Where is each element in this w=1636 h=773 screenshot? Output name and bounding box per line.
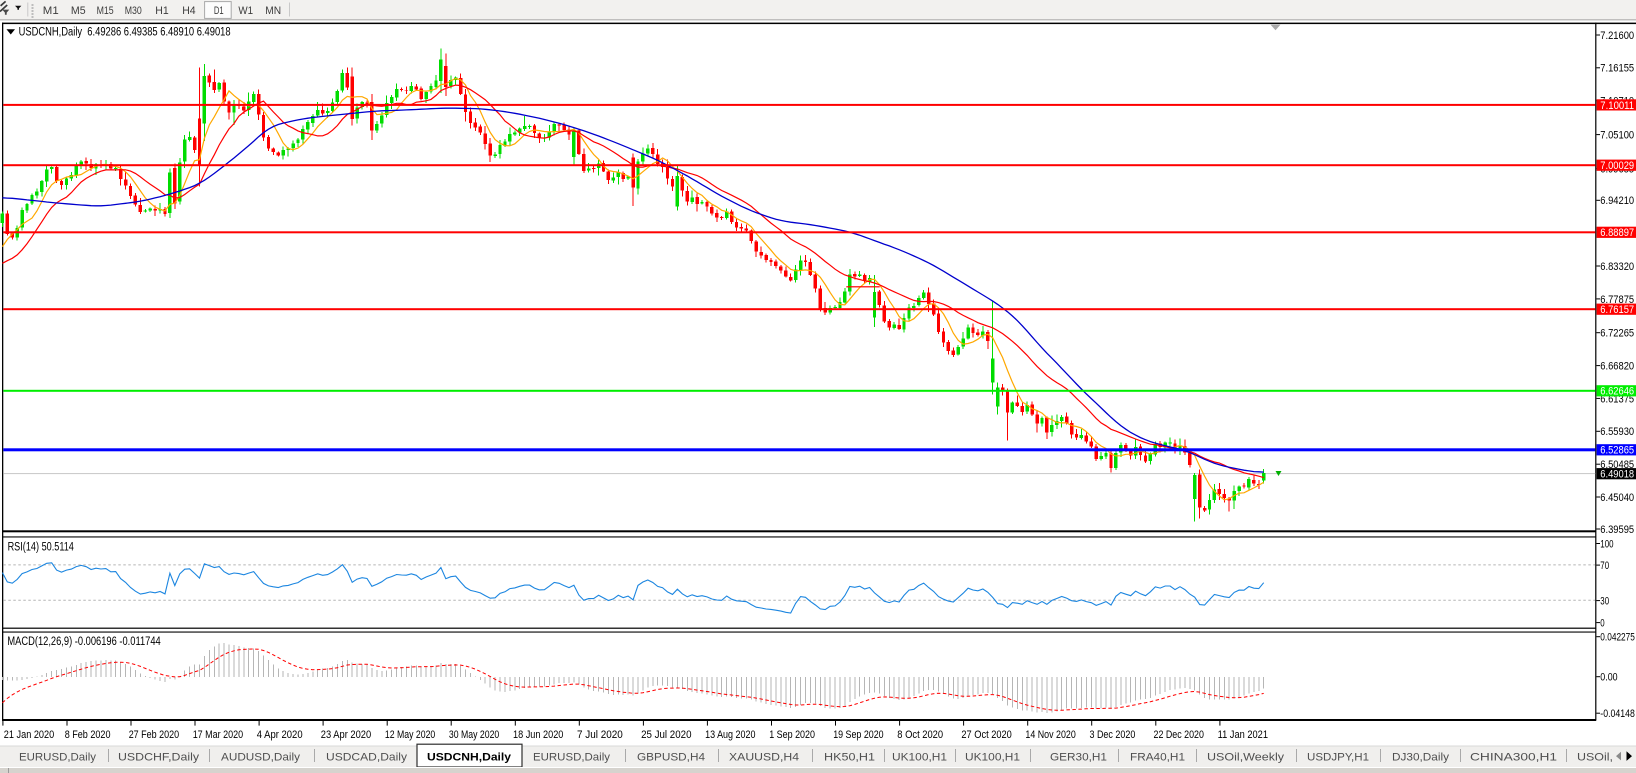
svg-text:0: 0	[1600, 617, 1604, 629]
svg-text:M30: M30	[125, 5, 142, 17]
svg-text:AUDUSD,Daily: AUDUSD,Daily	[221, 752, 300, 764]
svg-text:H1: H1	[155, 5, 168, 17]
svg-text:UK100,H1: UK100,H1	[892, 752, 947, 764]
svg-text:6.49018: 6.49018	[1600, 469, 1634, 481]
svg-text:12 May 2020: 12 May 2020	[385, 729, 435, 741]
svg-text:RSI(14) 50.5114: RSI(14) 50.5114	[8, 542, 75, 554]
svg-text:D1: D1	[214, 5, 224, 17]
svg-text:0.00: 0.00	[1600, 672, 1617, 684]
svg-text:6.77875: 6.77875	[1600, 294, 1634, 306]
svg-text:6.83320: 6.83320	[1600, 261, 1634, 273]
svg-text:6.45040: 6.45040	[1600, 492, 1634, 504]
svg-text:USOil,Weekly: USOil,Weekly	[1207, 752, 1284, 764]
svg-text:18 Jun 2020: 18 Jun 2020	[513, 729, 563, 741]
svg-text:6.62646: 6.62646	[1600, 386, 1634, 398]
svg-text:7.00029: 7.00029	[1600, 160, 1634, 172]
svg-text:M1: M1	[43, 5, 59, 17]
svg-text:FRA40,H1: FRA40,H1	[1130, 752, 1185, 764]
svg-text:14 Nov 2020: 14 Nov 2020	[1025, 729, 1075, 741]
svg-text:22 Dec 2020: 22 Dec 2020	[1154, 729, 1204, 741]
svg-text:6.39595: 6.39595	[1600, 524, 1634, 536]
svg-text:11 Jan 2021: 11 Jan 2021	[1218, 729, 1268, 741]
svg-text:1 Sep 2020: 1 Sep 2020	[769, 729, 815, 741]
svg-text:25 Jul 2020: 25 Jul 2020	[641, 729, 691, 741]
svg-text:UK100,H1: UK100,H1	[965, 752, 1020, 764]
svg-text:7.21600: 7.21600	[1600, 30, 1634, 42]
svg-text:23 Apr 2020: 23 Apr 2020	[321, 729, 371, 741]
svg-text:EURUSD,Daily: EURUSD,Daily	[533, 752, 610, 764]
svg-text:100: 100	[1600, 538, 1613, 550]
svg-text:27 Oct 2020: 27 Oct 2020	[961, 729, 1011, 741]
svg-text:19 Sep 2020: 19 Sep 2020	[833, 729, 883, 741]
svg-text:MACD(12,26,9) -0.006196 -0.011: MACD(12,26,9) -0.006196 -0.011744	[7, 636, 161, 648]
svg-text:4 Apr 2020: 4 Apr 2020	[257, 729, 303, 741]
svg-text:17 Mar 2020: 17 Mar 2020	[193, 729, 243, 741]
svg-text:USDCNH,Daily 6.49286 6.49385: USDCNH,Daily 6.49286 6.49385 6.48910 6.4…	[19, 26, 231, 38]
svg-text:HK50,H1: HK50,H1	[824, 752, 875, 764]
svg-text:6.72265: 6.72265	[1600, 328, 1634, 340]
svg-text:6.76157: 6.76157	[1600, 304, 1634, 316]
svg-text:DJ30,Daily: DJ30,Daily	[1392, 752, 1449, 764]
svg-text:6.52865: 6.52865	[1600, 445, 1634, 457]
svg-text:27 Feb 2020: 27 Feb 2020	[129, 729, 179, 741]
svg-text:XAUUSD,H4: XAUUSD,H4	[729, 752, 799, 764]
svg-text:GBPUSD,H4: GBPUSD,H4	[637, 752, 705, 764]
svg-text:USDCHF,Daily: USDCHF,Daily	[118, 752, 199, 764]
svg-text:13 Aug 2020: 13 Aug 2020	[705, 729, 755, 741]
svg-text:8 Feb 2020: 8 Feb 2020	[65, 729, 111, 741]
svg-text:6.66820: 6.66820	[1600, 361, 1634, 373]
svg-text:21 Jan 2020: 21 Jan 2020	[4, 729, 54, 741]
svg-text:M15: M15	[97, 5, 114, 17]
svg-text:-0.04148: -0.04148	[1600, 708, 1635, 720]
svg-text:CHINA300,H1: CHINA300,H1	[1470, 752, 1557, 764]
svg-text:30: 30	[1600, 595, 1609, 607]
svg-text:0.042275: 0.042275	[1600, 632, 1635, 644]
svg-text:6.94210: 6.94210	[1600, 195, 1634, 207]
svg-text:USDJPY,H1: USDJPY,H1	[1307, 752, 1369, 764]
svg-text:7.10011: 7.10011	[1600, 100, 1634, 112]
svg-text:7.05100: 7.05100	[1600, 130, 1634, 142]
svg-text:6.55930: 6.55930	[1600, 426, 1634, 438]
svg-text:M5: M5	[71, 5, 86, 17]
svg-text:8 Oct 2020: 8 Oct 2020	[897, 729, 943, 741]
svg-text:70: 70	[1600, 560, 1609, 572]
svg-text:EURUSD,Daily: EURUSD,Daily	[19, 752, 96, 764]
svg-text:H4: H4	[182, 5, 195, 17]
svg-text:USDCNH,Daily: USDCNH,Daily	[427, 752, 512, 764]
svg-text:6.88897: 6.88897	[1600, 227, 1634, 239]
svg-text:30 May 2020: 30 May 2020	[449, 729, 499, 741]
svg-text:USDCAD,Daily: USDCAD,Daily	[326, 752, 407, 764]
svg-text:7 Jul 2020: 7 Jul 2020	[577, 729, 623, 741]
svg-text:MN: MN	[265, 5, 281, 17]
svg-text:USOil,: USOil,	[1577, 752, 1613, 764]
svg-text:3 Dec 2020: 3 Dec 2020	[1090, 729, 1136, 741]
svg-text:7.16155: 7.16155	[1600, 63, 1634, 75]
svg-text:GER30,H1: GER30,H1	[1050, 752, 1107, 764]
svg-text:W1: W1	[238, 5, 253, 17]
